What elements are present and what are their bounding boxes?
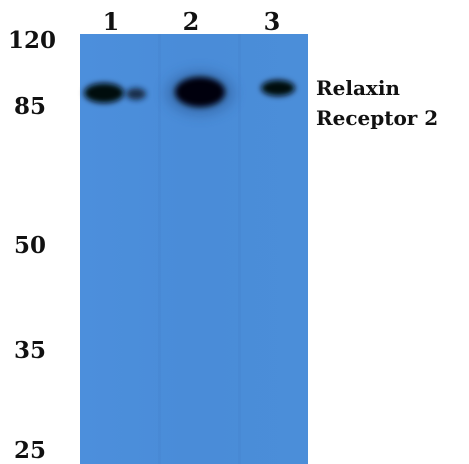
marker-label: 50 xyxy=(14,232,46,259)
band-label: Receptor 2 xyxy=(316,106,438,130)
lane-divider xyxy=(238,34,241,464)
band-label: Relaxin xyxy=(316,76,400,100)
band xyxy=(126,88,146,100)
lane-divider xyxy=(158,34,161,464)
blot-figure: 1 2 3 120 85 50 35 25 Relaxin Receptor 2 xyxy=(0,0,469,464)
lane-label: 2 xyxy=(183,7,200,36)
marker-label: 85 xyxy=(14,93,46,120)
band xyxy=(175,77,225,107)
marker-label: 35 xyxy=(14,337,46,364)
band xyxy=(261,80,295,96)
marker-label: 25 xyxy=(14,437,46,464)
lane-label: 1 xyxy=(103,7,120,36)
band xyxy=(84,83,124,103)
marker-label: 120 xyxy=(8,27,56,54)
lane-label: 3 xyxy=(264,7,281,36)
